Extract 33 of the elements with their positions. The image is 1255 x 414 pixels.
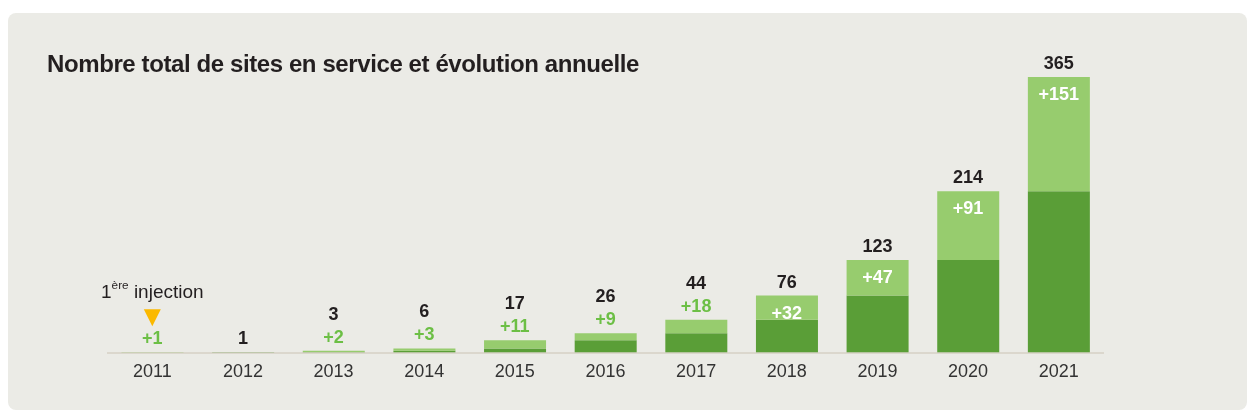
total-label: 214 — [953, 167, 984, 188]
total-label: 6 — [419, 301, 430, 322]
total-label: 26 — [595, 286, 616, 307]
data-label: +2 — [323, 326, 344, 347]
x-tick-label: 2015 — [494, 360, 535, 381]
data-label: +18 — [680, 295, 712, 316]
total-label: 76 — [776, 271, 797, 292]
x-tick-label: 2013 — [313, 360, 354, 381]
x-tick-label: 2021 — [1038, 360, 1079, 381]
x-tick-label: 2018 — [766, 360, 807, 381]
data-label: +9 — [595, 309, 616, 330]
annotation: 1$^{ère}$ injection — [101, 278, 204, 302]
total-label: 3 — [328, 303, 339, 324]
total-label: 17 — [504, 293, 525, 314]
data-label: +1 — [142, 328, 163, 349]
data-label: +151 — [1038, 84, 1079, 104]
data-label: +11 — [500, 316, 530, 337]
total-label: 44 — [686, 272, 707, 293]
data-label: +32 — [771, 302, 803, 323]
data-label: +3 — [413, 324, 435, 345]
data-label: +91 — [952, 198, 984, 219]
total-label: 123 — [862, 235, 893, 256]
x-tick-label: 2020 — [948, 360, 989, 381]
x-tick-label: 2019 — [857, 360, 898, 381]
data-label: +47 — [862, 266, 893, 287]
chart-title: Nombre total de sites en service et évolution annuelle — [47, 50, 639, 78]
x-tick-label: 2017 — [676, 360, 717, 381]
x-tick-label: 2016 — [585, 360, 626, 381]
x-tick-label: 2011 — [132, 360, 172, 381]
x-tick-label: 2014 — [404, 360, 445, 381]
total-label: 1 — [237, 328, 248, 349]
total-label: 365 — [1043, 53, 1074, 73]
x-tick-label: 2012 — [222, 360, 263, 381]
